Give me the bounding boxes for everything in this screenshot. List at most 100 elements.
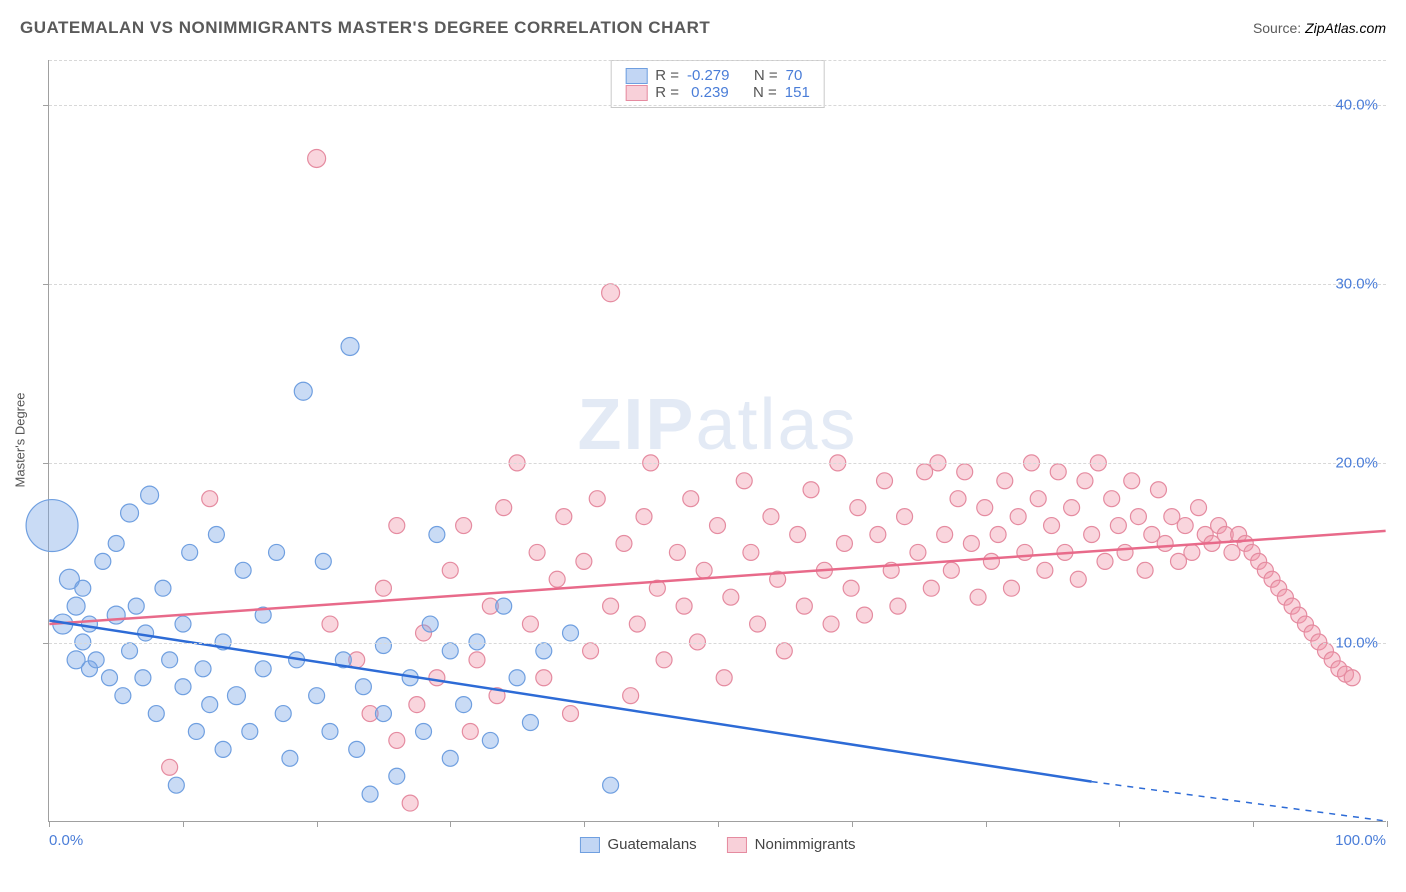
data-point bbox=[188, 723, 204, 739]
data-point bbox=[121, 504, 139, 522]
data-point bbox=[1010, 509, 1026, 525]
data-point bbox=[162, 652, 178, 668]
data-point bbox=[275, 706, 291, 722]
n-label: N = bbox=[754, 67, 778, 84]
data-point bbox=[496, 598, 512, 614]
data-point bbox=[75, 580, 91, 596]
data-point bbox=[576, 553, 592, 569]
chart-title: GUATEMALAN VS NONIMMIGRANTS MASTER'S DEG… bbox=[20, 18, 710, 38]
data-point bbox=[1070, 571, 1086, 587]
data-point bbox=[315, 553, 331, 569]
x-tick bbox=[986, 821, 987, 827]
data-point bbox=[242, 723, 258, 739]
data-point bbox=[294, 382, 312, 400]
data-point bbox=[629, 616, 645, 632]
source-link[interactable]: ZipAtlas.com bbox=[1305, 20, 1386, 36]
plot-area: ZIPatlas R = -0.279 N = 70 R = 0.239 N =… bbox=[48, 60, 1386, 822]
data-point bbox=[389, 732, 405, 748]
data-point bbox=[341, 338, 359, 356]
n-label: N = bbox=[753, 84, 777, 101]
data-point bbox=[856, 607, 872, 623]
data-point bbox=[442, 643, 458, 659]
data-point bbox=[456, 518, 472, 534]
gridline bbox=[49, 105, 1386, 106]
data-point bbox=[1137, 562, 1153, 578]
data-point bbox=[308, 149, 326, 167]
data-point bbox=[843, 580, 859, 596]
data-point bbox=[282, 750, 298, 766]
x-tick bbox=[317, 821, 318, 827]
data-point bbox=[215, 741, 231, 757]
data-point bbox=[227, 687, 245, 705]
data-point bbox=[108, 535, 124, 551]
data-point bbox=[496, 500, 512, 516]
data-point bbox=[107, 606, 125, 624]
data-point bbox=[141, 486, 159, 504]
source-label: Source: ZipAtlas.com bbox=[1253, 20, 1386, 36]
data-point bbox=[67, 597, 85, 615]
data-point bbox=[195, 661, 211, 677]
data-point bbox=[950, 491, 966, 507]
data-point bbox=[469, 652, 485, 668]
data-point bbox=[589, 491, 605, 507]
data-point bbox=[796, 598, 812, 614]
data-point bbox=[95, 553, 111, 569]
gridline bbox=[49, 284, 1386, 285]
r-value-nonimmigrants: 0.239 bbox=[687, 84, 729, 101]
data-point bbox=[322, 723, 338, 739]
x-tick-min: 0.0% bbox=[49, 832, 83, 849]
data-point bbox=[583, 643, 599, 659]
data-point bbox=[1104, 491, 1120, 507]
data-point bbox=[990, 527, 1006, 543]
legend-label-guatemalans: Guatemalans bbox=[607, 836, 696, 853]
data-point bbox=[138, 625, 154, 641]
data-point bbox=[522, 616, 538, 632]
data-point bbox=[890, 598, 906, 614]
y-axis-label: Master's Degree bbox=[13, 393, 28, 488]
data-point bbox=[509, 670, 525, 686]
data-point bbox=[603, 777, 619, 793]
swatch-blue-icon bbox=[579, 837, 599, 853]
data-point bbox=[910, 544, 926, 560]
data-point bbox=[422, 616, 438, 632]
data-point bbox=[255, 661, 271, 677]
data-point bbox=[429, 670, 445, 686]
data-point bbox=[456, 697, 472, 713]
data-point bbox=[1150, 482, 1166, 498]
trend-line-extrapolated bbox=[1092, 782, 1386, 821]
swatch-blue-icon bbox=[625, 68, 647, 84]
data-point bbox=[716, 670, 732, 686]
y-tick bbox=[43, 463, 49, 464]
data-point bbox=[128, 598, 144, 614]
data-point bbox=[983, 553, 999, 569]
y-tick bbox=[43, 105, 49, 106]
title-bar: GUATEMALAN VS NONIMMIGRANTS MASTER'S DEG… bbox=[20, 18, 1386, 38]
data-point bbox=[1117, 544, 1133, 560]
data-point bbox=[1344, 670, 1360, 686]
data-point bbox=[1177, 518, 1193, 534]
x-tick bbox=[450, 821, 451, 827]
data-point bbox=[462, 723, 478, 739]
r-label: R = bbox=[655, 67, 679, 84]
data-point bbox=[602, 284, 620, 302]
data-point bbox=[696, 562, 712, 578]
data-point bbox=[355, 679, 371, 695]
data-point bbox=[389, 768, 405, 784]
data-point bbox=[957, 464, 973, 480]
data-point bbox=[563, 625, 579, 641]
x-tick bbox=[49, 821, 50, 827]
data-point bbox=[977, 500, 993, 516]
data-point bbox=[235, 562, 251, 578]
data-point bbox=[603, 598, 619, 614]
data-point bbox=[923, 580, 939, 596]
swatch-pink-icon bbox=[625, 85, 647, 101]
data-point bbox=[1084, 527, 1100, 543]
swatch-pink-icon bbox=[727, 837, 747, 853]
data-point bbox=[375, 580, 391, 596]
data-point bbox=[522, 715, 538, 731]
data-point bbox=[669, 544, 685, 560]
legend-row-guatemalans: R = -0.279 N = 70 bbox=[625, 67, 810, 84]
data-point bbox=[623, 688, 639, 704]
data-point bbox=[389, 518, 405, 534]
data-point bbox=[409, 697, 425, 713]
